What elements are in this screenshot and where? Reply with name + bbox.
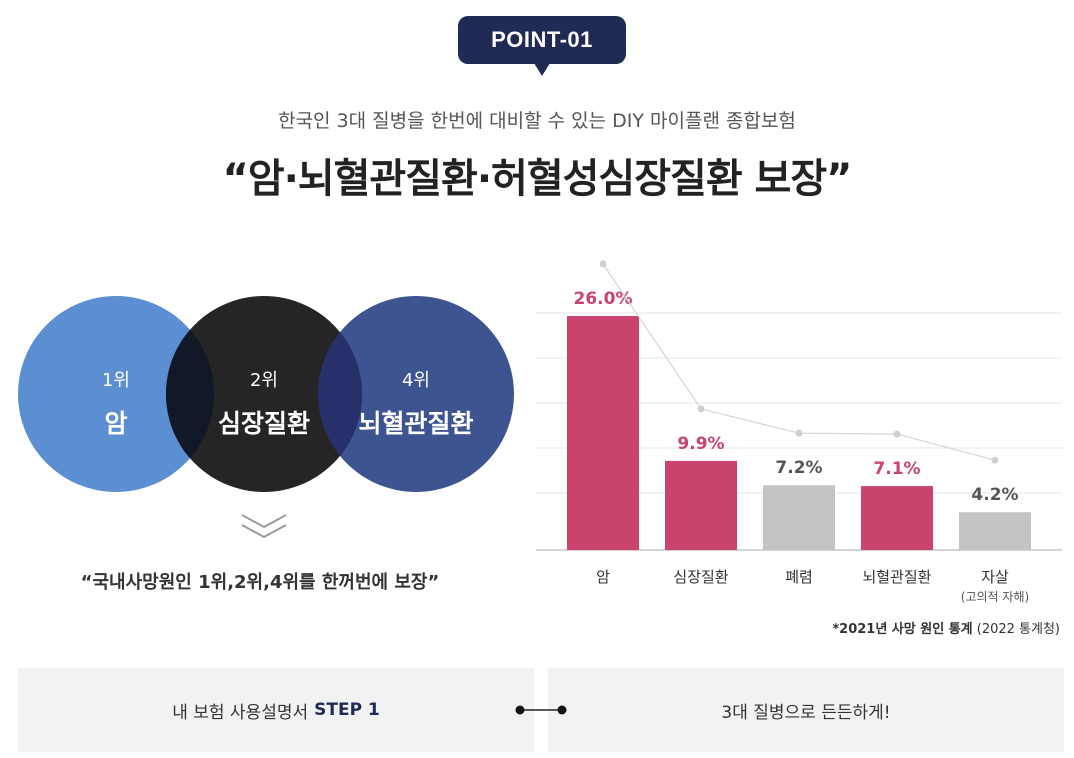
trend-point xyxy=(599,260,607,268)
bar-value-label: 26.0% xyxy=(574,289,633,309)
venn-label-cerebrovascular: 4위 뇌혈관질환 xyxy=(318,296,514,492)
death-cause-bar-chart: 26.0% 암 9.9% 심장질환 7.2% 폐렴 7.1% 뇌혈관질환 4.2% 자살 (고의적 … xyxy=(536,260,1062,604)
step-left-box: 내 보험 사용설명서 STEP 1 xyxy=(18,668,534,752)
step-right-box: 3대 질병으로 든든하게! xyxy=(548,668,1064,752)
step-right-text: 3대 질병으로 든든하게! xyxy=(721,702,891,723)
category-label: 암 xyxy=(596,568,610,586)
venn-rank: 1위 xyxy=(101,370,130,391)
category-label: 자살 xyxy=(981,568,1009,586)
bar-value-label: 4.2% xyxy=(971,485,1018,505)
venn-disease-name: 심장질환 xyxy=(217,409,310,438)
source-bold: *2021년 사망 원인 통계 xyxy=(832,622,973,637)
source-rest: (2022 통계청) xyxy=(972,622,1060,637)
step-connector xyxy=(515,705,567,715)
bar-value-label: 7.2% xyxy=(775,458,822,478)
chevron-down-icon xyxy=(241,514,287,539)
venn-diagram: 1위 암 2위 심장질환 4위 뇌혈관질환 xyxy=(0,290,530,500)
trend-point xyxy=(991,456,999,464)
source-note: *2021년 사망 원인 통계 (2022 통계청) xyxy=(832,618,1060,637)
point-badge: POINT-01 xyxy=(458,16,626,76)
subtitle: 한국인 3대 질병을 한번에 대비할 수 있는 DIY 마이플랜 종합보험 xyxy=(278,110,796,132)
caption: “국내사망원인 1위,2위,4위를 한꺼번에 보장” xyxy=(80,572,440,593)
venn-rank: 2위 xyxy=(249,370,278,391)
venn-rank: 4위 xyxy=(401,370,430,391)
step-left-text: 내 보험 사용설명서 xyxy=(172,702,309,723)
chart-bar xyxy=(861,486,933,550)
trend-point xyxy=(795,429,803,437)
chart-bar xyxy=(763,485,835,550)
category-label: 뇌혈관질환 xyxy=(862,568,931,586)
step-left-strong: STEP 1 xyxy=(314,700,380,720)
chart-bar xyxy=(959,512,1031,550)
category-label: 심장질환 xyxy=(673,568,728,586)
venn-overlap-left xyxy=(18,296,214,492)
category-label: 폐렴 xyxy=(785,568,813,586)
headline: “암·뇌혈관질환·허혈성심장질환 보장” xyxy=(222,156,853,202)
chart-bar xyxy=(665,460,737,550)
chart-bar xyxy=(567,316,639,550)
venn-disease-name: 암 xyxy=(104,409,128,438)
venn-label-heart: 2위 심장질환 xyxy=(166,296,362,492)
venn-disease-name: 뇌혈관질환 xyxy=(358,409,474,438)
bar-value-label: 9.9% xyxy=(677,434,724,454)
category-sublabel: (고의적 자해) xyxy=(961,590,1029,604)
trend-point xyxy=(697,405,705,413)
bar-value-label: 7.1% xyxy=(873,459,920,479)
trend-point xyxy=(893,430,901,438)
